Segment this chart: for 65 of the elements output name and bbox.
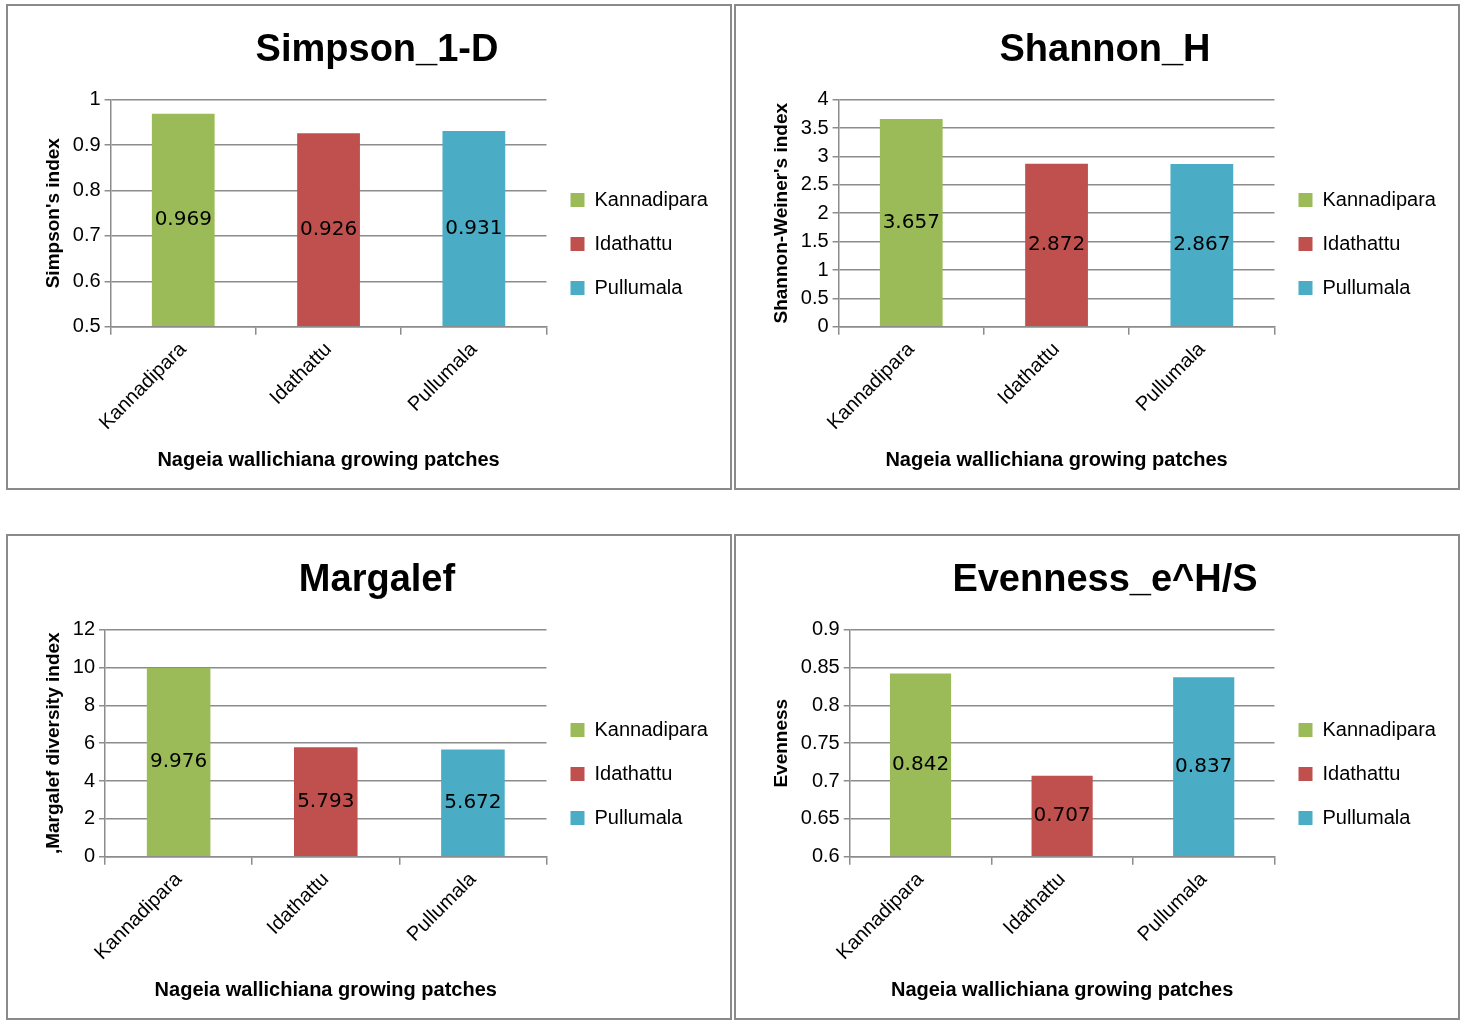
y-tick-label: 0.9	[811, 617, 840, 640]
y-tick-label: 4	[83, 768, 96, 791]
legend-label: Idathattu	[594, 231, 673, 254]
y-tick-label: 0	[817, 314, 829, 337]
y-axis-title: Simpson's index	[41, 137, 63, 289]
data-label: 9.976	[149, 748, 208, 773]
x-axis-title: Nageia wallichiana growing patches	[157, 447, 500, 470]
y-tick-label: 10	[72, 654, 96, 677]
data-label: 2.867	[1173, 231, 1231, 256]
x-axis-title: Nageia wallichiana growing patches	[890, 977, 1234, 1000]
legend-label: Kannadipara	[1322, 187, 1437, 210]
y-tick-label: 1	[89, 87, 101, 110]
y-tick-label: 2	[83, 806, 96, 829]
data-label: 5.672	[444, 788, 502, 813]
y-tick-label: 12	[72, 617, 96, 640]
y-tick-label: 8	[83, 692, 96, 715]
y-axis-title: ,Margalef diversity index	[41, 631, 63, 855]
y-tick-label: 1	[817, 257, 829, 280]
data-label: 5.793	[297, 787, 355, 812]
y-tick-label: 2	[817, 200, 829, 223]
y-tick-label: 0.9	[72, 132, 101, 155]
y-tick-label: 1.5	[800, 229, 829, 252]
data-label: 0.837	[1175, 752, 1233, 777]
y-tick-label: 0.85	[800, 654, 840, 677]
y-tick-label: 0.6	[72, 268, 101, 291]
chart-title: Simpson_1-D	[255, 27, 499, 70]
y-tick-label: 0.65	[800, 806, 840, 829]
y-tick-label: 0.6	[811, 844, 840, 867]
legend-label: Kannadipara	[594, 717, 709, 740]
y-tick-label: 0.7	[811, 768, 840, 791]
data-label: 0.707	[1033, 802, 1091, 827]
chart-title: Shannon_H	[999, 27, 1211, 70]
legend-label: Pullumala	[1322, 275, 1412, 298]
x-axis-title: Nageia wallichiana growing patches	[154, 977, 497, 1000]
y-tick-label: 0.8	[72, 178, 101, 201]
y-tick-label: 3	[817, 143, 829, 166]
y-tick-label: 0.7	[72, 223, 101, 246]
legend-label: Idathattu	[1322, 231, 1401, 254]
y-tick-label: 0	[83, 844, 96, 867]
legend-label: Idathattu	[1322, 761, 1401, 784]
data-label: 2.872	[1027, 231, 1086, 256]
y-tick-label: 0.5	[800, 285, 829, 308]
chart-title: Evenness_e^H/S	[952, 557, 1258, 600]
legend-label: Pullumala	[594, 275, 684, 298]
y-tick-label: 0.75	[800, 730, 840, 753]
legend-label: Idathattu	[594, 761, 673, 784]
y-tick-label: 6	[83, 730, 96, 753]
y-axis-title: Evenness	[769, 698, 791, 788]
data-label: 0.969	[154, 206, 212, 231]
y-tick-label: 4	[817, 87, 829, 110]
legend-label: Pullumala	[1322, 805, 1412, 828]
legend-label: Kannadipara	[594, 187, 709, 210]
data-label: 0.931	[445, 214, 503, 239]
x-axis-title: Nageia wallichiana growing patches	[885, 447, 1228, 470]
legend-label: Pullumala	[594, 805, 684, 828]
y-tick-label: 0.5	[72, 314, 101, 337]
data-label: 0.842	[891, 751, 950, 776]
legend-label: Kannadipara	[1322, 717, 1437, 740]
data-label: 0.926	[299, 215, 358, 240]
y-tick-label: 3.5	[800, 115, 829, 138]
y-tick-label: 2.5	[800, 172, 829, 195]
y-tick-label: 0.8	[811, 692, 840, 715]
y-axis-title: Shannon-Weiner's index	[769, 102, 791, 324]
chart-title: Margalef	[298, 557, 456, 600]
data-label: 3.657	[882, 208, 940, 233]
